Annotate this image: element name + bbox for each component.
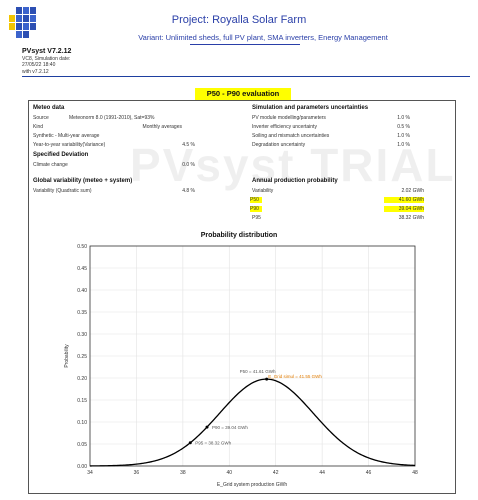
x-tick-label: 34 (87, 470, 93, 476)
x-tick-label: 42 (273, 470, 279, 476)
chart-title: Probability distribution (200, 232, 278, 239)
plot-frame (89, 245, 416, 467)
global-heading: Global variability (meteo + system) (33, 178, 133, 184)
y-tick-label: 0.40 (77, 288, 87, 294)
climate-change-value: 0.0 % (182, 162, 195, 168)
annotation-marker (265, 377, 269, 381)
soiling-label: Soiling and mismatch uncertainties (252, 133, 330, 139)
variant-subtitle: Variant: Unlimited sheds, full PV plant,… (138, 33, 388, 42)
p50-label: P50 (250, 197, 262, 203)
y-tick-label: 0.45 (77, 266, 87, 272)
annotation-label: P95 = 38.32 GWh (195, 441, 231, 446)
y-tick-label: 0.15 (77, 398, 87, 404)
p95-value: 38.32 GWh (398, 215, 424, 221)
p90-label: P90 (250, 206, 262, 212)
p90-value: 39.04 GWh (384, 206, 424, 212)
meteo-variability-value: 4.5 % (182, 142, 195, 148)
p50-value: 41.60 GWh (384, 197, 424, 203)
meteo-heading: Meteo data (33, 105, 65, 111)
soiling-value: 1.0 % (397, 133, 410, 139)
annotation-label: P90 = 39.04 GWh (212, 425, 248, 430)
specified-heading: Specified Deviation (33, 152, 89, 158)
y-tick-label: 0.35 (77, 310, 87, 316)
trial-watermark: PVsyst TRIAL (130, 139, 456, 191)
pv-module-value: 1.0 % (397, 115, 410, 121)
annotation-label: P50 = 41.61 GWh (240, 369, 276, 374)
section-banner: P50 - P90 evaluation (195, 88, 291, 100)
meteo-variability-label: Year-to-year variability(Variance) (33, 142, 106, 148)
evaluation-panel (28, 100, 456, 494)
annotation-label: E_Grid simul = 41.55 GWh (268, 374, 322, 379)
y-tick-label: 0.05 (77, 442, 87, 448)
annotation-marker (188, 441, 192, 445)
project-title: Project: Royalla Solar Farm (171, 14, 307, 26)
software-build: with v7.2.12 (22, 68, 49, 75)
annual-heading: Annual production probability (252, 178, 338, 184)
annual-variability-value: 2.02 GWh (401, 188, 424, 194)
meteo-source-value: Meteonorm 8.0 (1991-2010), Sat=93% (69, 115, 155, 121)
y-axis-label: Probability (64, 344, 70, 368)
y-tick-label: 0.50 (77, 244, 87, 250)
simulation-date: 27/05/22 18:40 (22, 62, 56, 69)
annual-variability-label: Variability (252, 188, 274, 194)
meteo-synthetic-label: Synthetic - Multi-year average (33, 133, 100, 139)
y-tick-label: 0.20 (77, 376, 87, 382)
meteo-kind-value: Monthly averages (142, 124, 182, 130)
global-variability-value: 4.8 % (182, 188, 195, 194)
global-variability-label: Variability (Quadratic sum) (33, 188, 92, 194)
degradation-label: Degradation uncertainty (252, 142, 306, 148)
inverter-value: 0.5 % (397, 124, 410, 130)
climate-change-label: Climate change (33, 162, 68, 168)
annotation-marker (205, 425, 209, 429)
degradation-value: 1.0 % (397, 142, 410, 148)
meteo-kind-label: Kind (33, 124, 44, 130)
x-tick-label: 36 (134, 470, 140, 476)
software-meta: PVsyst V7.2.12 VC8, Simulation date: 27/… (22, 47, 71, 75)
x-tick-label: 40 (227, 470, 233, 476)
y-tick-label: 0.10 (77, 420, 87, 426)
meteo-source-label: Source (33, 115, 49, 121)
x-tick-label: 44 (319, 470, 325, 476)
simulation-vc: VC8, Simulation date: (22, 56, 71, 62)
title-underline (190, 44, 300, 45)
p95-label: P95 (252, 215, 261, 221)
y-tick-label: 0.00 (77, 464, 87, 470)
pvsyst-logo-icon (9, 7, 36, 38)
x-tick-label: 48 (412, 470, 418, 476)
probability-chart: 0.00 0.05 0.10 0.15 0.20 0.25 0.30 0.35 0.40 0.45… (64, 244, 418, 488)
y-tick-label: 0.30 (77, 332, 87, 338)
x-tick-label: 46 (366, 470, 372, 476)
x-tick-label: 38 (180, 470, 186, 476)
distribution-curve (89, 378, 416, 467)
simulation-heading: Simulation and parameters uncertainties (252, 105, 369, 111)
x-axis-label: E_Grid system production GWh (217, 482, 288, 488)
header-divider (22, 76, 470, 77)
software-version: PVsyst V7.2.12 (22, 48, 72, 55)
inverter-label: Inverter efficiency uncertainty (252, 124, 317, 130)
y-tick-label: 0.25 (77, 354, 87, 360)
pv-module-label: PV module modelling/parameters (252, 115, 326, 121)
